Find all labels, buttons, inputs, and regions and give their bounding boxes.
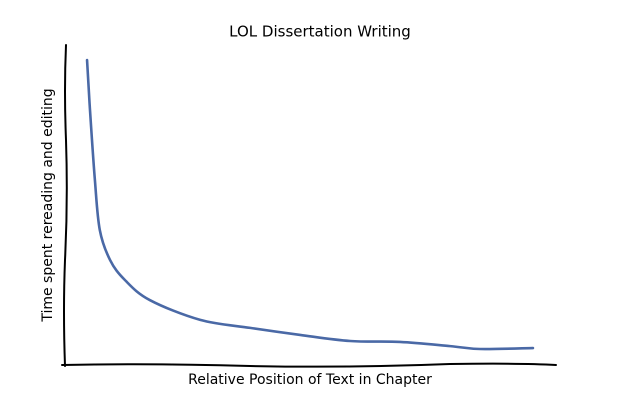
y-axis (63, 44, 68, 367)
chart-title: LOL Dissertation Writing (229, 23, 411, 41)
data-line (85, 58, 535, 351)
x-axis (61, 362, 557, 368)
y-axis-label: Time spent rereading and editing (40, 88, 56, 322)
x-axis-label: Relative Position of Text in Chapter (188, 372, 432, 388)
